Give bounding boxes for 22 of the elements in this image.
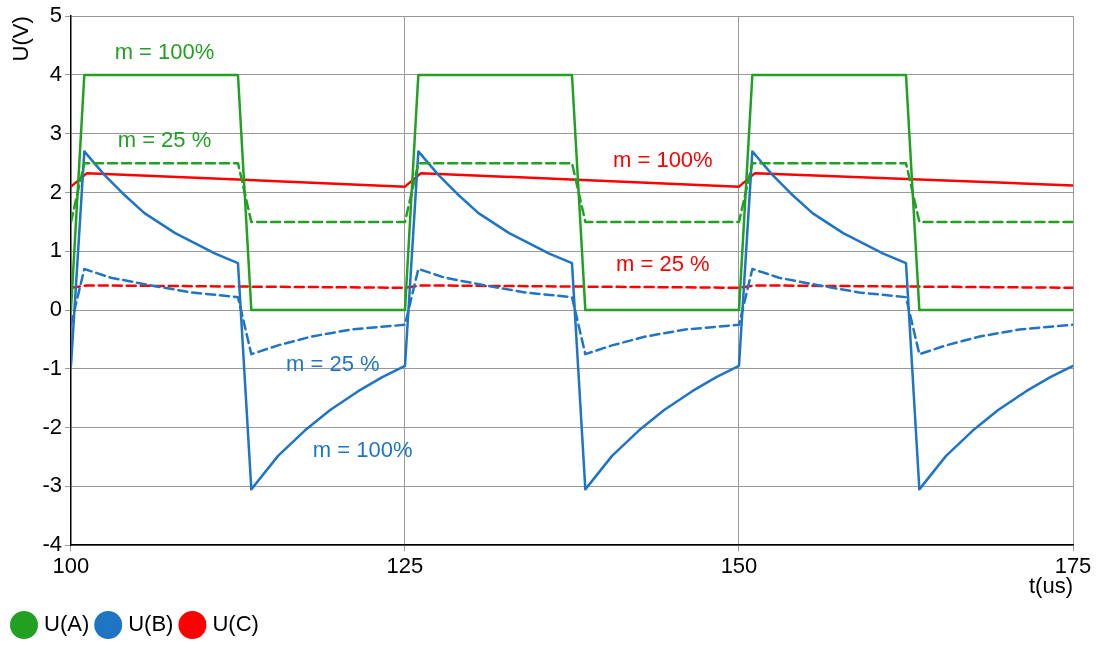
legend-label: U(A) [44, 611, 90, 637]
y-tick-label: -2 [42, 413, 62, 439]
y-tick-label: 4 [49, 61, 62, 87]
annotation: m = 100% [312, 436, 413, 462]
y-tick-label: 3 [49, 119, 62, 145]
legend-label: U(C) [212, 611, 259, 637]
y-tick-label: 0 [49, 296, 62, 322]
y-tick-label: 1 [49, 237, 62, 263]
y-tick-label: -1 [42, 354, 62, 380]
x-tick-label: 125 [386, 553, 424, 579]
annotation: m = 25 % [616, 250, 710, 276]
annotation: m = 25 % [286, 351, 380, 377]
annotation: m = 100% [114, 39, 215, 65]
y-tick-label: 5 [49, 2, 62, 28]
x-axis-title: t(us) [1029, 572, 1073, 598]
annotation: m = 100% [613, 147, 713, 173]
x-tick-label: 150 [720, 553, 758, 579]
y-tick-label: 2 [49, 178, 62, 204]
annotation: m = 25 % [117, 127, 212, 153]
y-tick-label: -3 [42, 472, 62, 498]
legend-label: U(B) [128, 611, 174, 637]
y-axis-title: U(V) [8, 16, 34, 62]
